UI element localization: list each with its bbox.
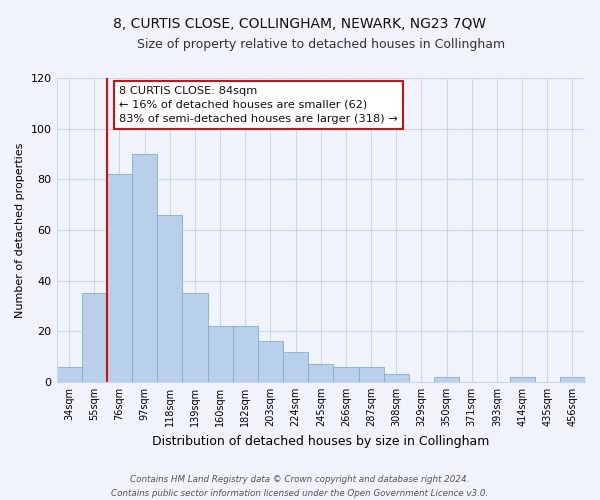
Text: 8 CURTIS CLOSE: 84sqm
← 16% of detached houses are smaller (62)
83% of semi-deta: 8 CURTIS CLOSE: 84sqm ← 16% of detached … — [119, 86, 398, 124]
Bar — [283, 352, 308, 382]
Bar — [434, 377, 459, 382]
Bar — [560, 377, 585, 382]
Bar — [56, 366, 82, 382]
X-axis label: Distribution of detached houses by size in Collingham: Distribution of detached houses by size … — [152, 434, 490, 448]
Bar — [82, 294, 107, 382]
Bar — [383, 374, 409, 382]
Bar — [208, 326, 233, 382]
Bar — [157, 215, 182, 382]
Y-axis label: Number of detached properties: Number of detached properties — [15, 142, 25, 318]
Bar — [509, 377, 535, 382]
Text: Contains HM Land Registry data © Crown copyright and database right 2024.
Contai: Contains HM Land Registry data © Crown c… — [112, 476, 488, 498]
Bar — [334, 366, 359, 382]
Text: 8, CURTIS CLOSE, COLLINGHAM, NEWARK, NG23 7QW: 8, CURTIS CLOSE, COLLINGHAM, NEWARK, NG2… — [113, 18, 487, 32]
Title: Size of property relative to detached houses in Collingham: Size of property relative to detached ho… — [137, 38, 505, 51]
Bar — [359, 366, 383, 382]
Bar — [308, 364, 334, 382]
Bar — [132, 154, 157, 382]
Bar — [182, 294, 208, 382]
Bar — [233, 326, 258, 382]
Bar — [107, 174, 132, 382]
Bar — [258, 342, 283, 382]
